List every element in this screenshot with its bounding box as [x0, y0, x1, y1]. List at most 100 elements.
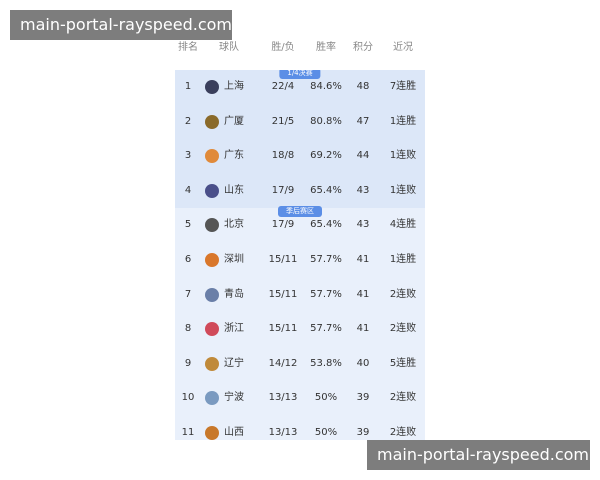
watermark: main-portal-rayspeed.com [10, 10, 232, 40]
table-row: 9 辽宁 14/12 53.8% 40 5连胜 [175, 347, 425, 382]
table-row: 8 浙江 15/11 57.7% 41 2连败 [175, 312, 425, 347]
table-cell: 1连胜 [389, 253, 417, 265]
table-cell: 41 [356, 288, 370, 300]
table-cell: 10 [181, 392, 195, 404]
table-cell: 9 [184, 357, 192, 369]
table-cell: 6 [184, 253, 192, 265]
table-cell: 80.8% [310, 115, 342, 127]
table-row: 7 青岛 15/11 57.7% 41 2连败 [175, 278, 425, 313]
table-cell: 宁波 [224, 392, 244, 404]
table-cell: 17/9 [271, 184, 295, 196]
column-header: 球队 [219, 42, 239, 53]
table-section: 季后赛区 5 北京 17/9 65.4% 43 4连胜 6 深圳 15/11 57.7% 41 1连胜 7… [175, 206, 425, 440]
table-cell: 8 [184, 323, 192, 335]
table-cell: 广东 [224, 150, 244, 162]
table-section: 1/4决赛 1 上海 22/4 84.6% 48 7连胜 2 广厦 21/5 80.8% 47 1连胜 3… [175, 70, 425, 209]
table-cell: 48 [356, 81, 370, 92]
table-cell: 40 [356, 357, 370, 369]
table-cell: 43 [356, 184, 370, 196]
table-cell: 13/13 [268, 392, 298, 404]
table-cell: 14/12 [268, 357, 298, 369]
team-logo [205, 391, 219, 406]
table-cell: 84.6% [310, 81, 342, 92]
table-cell: 17/9 [271, 219, 295, 231]
team-logo [205, 114, 219, 129]
table-cell: 上海 [224, 81, 244, 92]
column-header: 胜/负 [271, 42, 295, 53]
column-header: 胜率 [316, 42, 336, 53]
table-cell: 5连胜 [389, 357, 417, 369]
table-cell: 39 [356, 392, 370, 404]
table-cell: 7 [184, 288, 192, 300]
table-cell: 69.2% [310, 150, 342, 162]
standings-table: 1/4决赛 1 上海 22/4 84.6% 48 7连胜 2 广厦 21/5 80.8% 47 1连胜 3… [175, 70, 425, 440]
table-cell: 18/8 [271, 150, 295, 162]
table-row: 1 上海 22/4 84.6% 48 7连胜 [175, 70, 425, 105]
table-cell: 2连败 [389, 392, 417, 404]
table-cell: 山东 [224, 184, 244, 196]
table-cell: 65.4% [310, 184, 342, 196]
table-row: 2 广厦 21/5 80.8% 47 1连胜 [175, 105, 425, 140]
table-cell: 22/4 [271, 81, 295, 92]
watermark: main-portal-rayspeed.com [367, 440, 590, 470]
table-cell: 深圳 [224, 253, 244, 265]
table-cell: 15/11 [268, 253, 298, 265]
table-cell: 57.7% [310, 288, 342, 300]
table-cell: 1连败 [389, 184, 417, 196]
table-cell: 辽宁 [224, 357, 244, 369]
table-cell: 7连胜 [389, 81, 417, 92]
table-cell: 41 [356, 323, 370, 335]
table-cell: 广厦 [224, 115, 244, 127]
table-cell: 21/5 [271, 115, 295, 127]
table-cell: 4连胜 [389, 219, 417, 231]
table-cell: 2连败 [389, 288, 417, 300]
table-row: 10 宁波 13/13 50% 39 2连败 [175, 381, 425, 416]
table-cell: 5 [184, 219, 192, 231]
column-header: 排名 [178, 42, 198, 53]
table-cell: 13/13 [268, 426, 298, 438]
table-row: 4 山东 17/9 65.4% 43 1连败 [175, 174, 425, 209]
table-row: 5 北京 17/9 65.4% 43 4连胜 [175, 208, 425, 243]
team-logo [205, 183, 219, 198]
table-cell: 山西 [224, 426, 244, 438]
team-logo [205, 149, 219, 164]
table-cell: 青岛 [224, 288, 244, 300]
table-cell: 53.8% [310, 357, 342, 369]
table-row: 6 深圳 15/11 57.7% 41 1连胜 [175, 243, 425, 278]
table-header: 排名 球队 胜/负 胜率 积分 近况 [175, 38, 425, 58]
column-header: 积分 [353, 42, 373, 53]
table-cell: 浙江 [224, 323, 244, 335]
table-cell: 57.7% [310, 253, 342, 265]
table-row: 11 山西 13/13 50% 39 2连败 [175, 416, 425, 440]
table-cell: 47 [356, 115, 370, 127]
column-header: 近况 [393, 42, 413, 53]
section-label: 季后赛区 [278, 206, 322, 218]
team-logo [205, 252, 219, 267]
table-cell: 2连败 [389, 426, 417, 438]
section-label: 1/4决赛 [279, 70, 321, 79]
table-cell: 3 [184, 150, 192, 162]
table-cell: 4 [184, 184, 192, 196]
table-cell: 44 [356, 150, 370, 162]
table-cell: 43 [356, 219, 370, 231]
team-logo [205, 218, 219, 233]
team-logo [205, 356, 219, 371]
table-cell: 39 [356, 426, 370, 438]
table-cell: 1连胜 [389, 115, 417, 127]
table-cell: 1连败 [389, 150, 417, 162]
table-cell: 15/11 [268, 323, 298, 335]
table-cell: 2连败 [389, 323, 417, 335]
table-cell: 41 [356, 253, 370, 265]
table-cell: 15/11 [268, 288, 298, 300]
table-cell: 50% [314, 392, 338, 404]
table-cell: 1 [184, 81, 192, 92]
table-cell: 65.4% [310, 219, 342, 231]
table-cell: 11 [181, 426, 195, 438]
team-logo [205, 322, 219, 337]
table-cell: 57.7% [310, 323, 342, 335]
table-row: 3 广东 18/8 69.2% 44 1连败 [175, 139, 425, 174]
table-cell: 北京 [224, 219, 244, 231]
table-cell: 50% [314, 426, 338, 438]
team-logo [205, 287, 219, 302]
